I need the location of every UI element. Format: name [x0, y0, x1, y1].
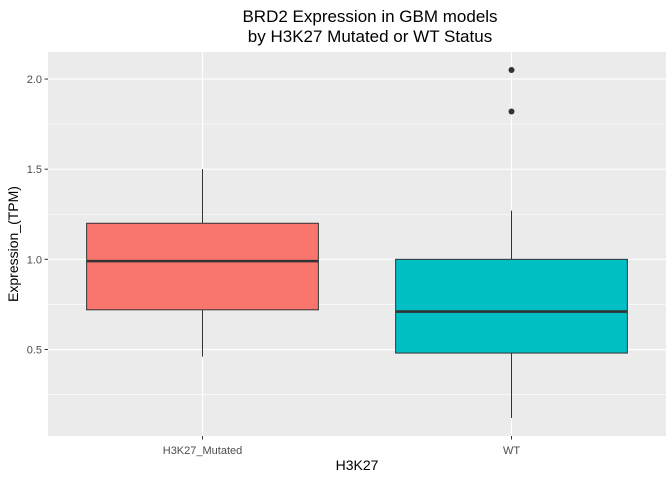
axes: 0.5 1.0 1.5 2.0 H3K27_Mutated WT — [27, 74, 521, 457]
y-tick-label: 2.0 — [27, 74, 42, 86]
boxes — [86, 67, 628, 418]
y-axis-title: Expression_(TPM) — [5, 186, 21, 302]
chart-title-line-1: BRD2 Expression in GBM models — [242, 7, 497, 26]
outlier-point-0 — [508, 108, 515, 115]
outlier-point-1 — [508, 67, 515, 74]
y-tick-label: 0.5 — [27, 344, 42, 356]
x-tick-label: WT — [503, 445, 520, 457]
box — [395, 258, 628, 354]
box-group-WT — [395, 67, 628, 418]
x-tick-label: H3K27_Mutated — [163, 445, 243, 457]
box-group-H3K27_Mutated — [86, 169, 319, 357]
x-axis-title: H3K27 — [336, 457, 379, 473]
y-tick-label: 1.5 — [27, 164, 42, 176]
box — [86, 222, 319, 311]
chart-title-line-2: by H3K27 Mutated or WT Status — [248, 27, 492, 46]
y-tick-label: 1.0 — [27, 254, 42, 266]
